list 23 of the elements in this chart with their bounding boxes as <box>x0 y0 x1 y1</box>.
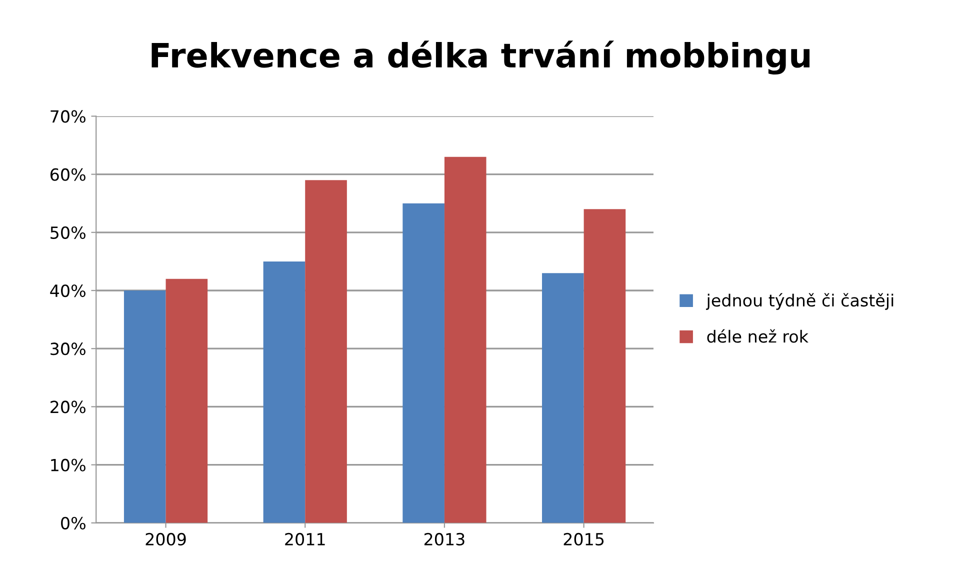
bar <box>263 261 306 523</box>
bar <box>124 290 166 523</box>
y-tick-label: 0% <box>61 516 86 530</box>
bar <box>584 209 626 523</box>
y-tick-label: 10% <box>51 458 86 472</box>
bar <box>542 273 584 523</box>
y-tick-label: 20% <box>50 400 86 414</box>
bar <box>305 180 347 523</box>
x-tick-label: 2009 <box>146 532 186 546</box>
bar <box>402 203 444 523</box>
x-tick-label: 2011 <box>285 532 325 546</box>
y-tick-label: 60% <box>50 168 86 181</box>
x-tick-label: 2013 <box>424 532 464 546</box>
chart-title: Frekvence a délka trvání mobbingu <box>152 40 810 75</box>
y-tick-label: 40% <box>50 284 86 298</box>
x-tick-label: 2015 <box>564 532 604 546</box>
y-tick-label: 70% <box>50 110 86 123</box>
legend-label: jednou týdně či častěji <box>706 293 894 310</box>
legend-label: déle než rok <box>707 329 808 343</box>
y-tick-label: 50% <box>50 226 86 239</box>
y-tick-label: 30% <box>50 342 86 356</box>
bar <box>444 156 486 523</box>
bar <box>166 278 208 523</box>
